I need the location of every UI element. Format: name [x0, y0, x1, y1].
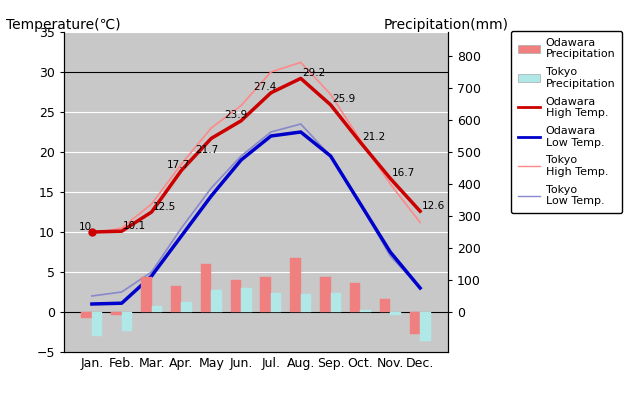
Text: 25.9: 25.9 [332, 94, 355, 104]
Bar [201, 264, 211, 312]
Bar [331, 293, 341, 312]
Text: 12.5: 12.5 [153, 202, 176, 212]
Bar [360, 310, 371, 312]
Bar [241, 288, 252, 312]
Bar [350, 283, 360, 312]
Text: 17.7: 17.7 [166, 160, 189, 170]
Bar [81, 312, 92, 318]
Text: 29.2: 29.2 [302, 68, 326, 78]
Text: Precipitation(mm): Precipitation(mm) [384, 18, 509, 32]
Text: 10: 10 [79, 222, 92, 232]
Bar [420, 312, 431, 341]
Text: 12.6: 12.6 [422, 201, 445, 211]
Bar [380, 299, 390, 312]
Bar [141, 277, 152, 312]
Bar [260, 277, 271, 312]
Bar [410, 312, 420, 334]
Bar [230, 280, 241, 312]
Legend: Odawara
Precipitation, Tokyo
Precipitation, Odawara
High Temp., Odawara
Low Temp: Odawara Precipitation, Tokyo Precipitati… [511, 31, 622, 213]
Text: 23.9: 23.9 [225, 110, 248, 120]
Bar [211, 290, 221, 312]
Bar [320, 277, 331, 312]
Bar [271, 293, 282, 312]
Bar [291, 258, 301, 312]
Text: 16.7: 16.7 [392, 168, 415, 178]
Bar [301, 294, 311, 312]
Bar [122, 312, 132, 331]
Text: Temperature(℃): Temperature(℃) [6, 18, 121, 32]
Bar [181, 302, 192, 312]
Bar [92, 312, 102, 336]
Text: 21.7: 21.7 [195, 145, 218, 155]
Bar [111, 312, 122, 315]
Bar [390, 312, 401, 315]
Bar [152, 306, 162, 312]
Text: 10.1: 10.1 [124, 221, 147, 231]
Text: 27.4: 27.4 [253, 82, 276, 92]
Text: 21.2: 21.2 [362, 132, 385, 142]
Bar [171, 286, 181, 312]
